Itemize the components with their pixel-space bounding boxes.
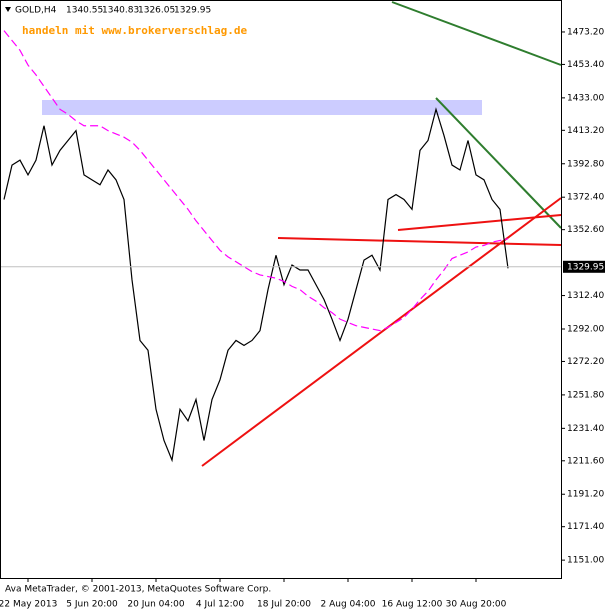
ohlc: 1326.05: [138, 6, 175, 16]
plot-border: [0, 0, 562, 579]
last-price-label: 1329.95: [567, 262, 604, 272]
trend-line: [201, 197, 562, 467]
y-tick-label: 1292.00: [567, 324, 604, 334]
y-tick-label: 1231.40: [567, 424, 604, 434]
y-tick-label: 1211.60: [567, 456, 604, 466]
trend-line: [435, 97, 562, 229]
y-tick-label: 1352.60: [567, 225, 604, 235]
x-tick-label: 16 Aug 12:00: [382, 600, 443, 610]
y-tick-label: 1473.20: [567, 27, 604, 37]
footer: Ava MetaTrader, © 2001-2013, MetaQuotes …: [5, 585, 271, 595]
y-tick-label: 1453.40: [567, 60, 604, 70]
y-tick-label: 1433.00: [567, 93, 604, 103]
x-tick-label: 18 Jul 20:00: [257, 600, 311, 610]
ohlc: 1340.55: [66, 6, 103, 16]
x-tick-label: 22 May 2013: [0, 600, 57, 610]
plot: [0, 30, 561, 463]
ohlc: 1329.95: [174, 6, 211, 16]
x-tick-label: 20 Jun 04:00: [127, 600, 184, 610]
y-tick-label: 1251.80: [567, 390, 604, 400]
ohlc: 1340.83: [102, 6, 139, 16]
price-line: [3, 107, 509, 463]
symbol: GOLD,H4: [15, 6, 57, 16]
y-tick-label: 1171.40: [567, 522, 604, 532]
price-line: [3, 30, 509, 332]
x-tick-label: 2 Aug 04:00: [321, 600, 376, 610]
x-tick-label: 30 Aug 20:00: [446, 600, 507, 610]
y-tick-label: 1372.40: [567, 193, 604, 203]
zone-rect: [42, 100, 482, 115]
y-tick-label: 1151.00: [567, 556, 604, 566]
trend-line: [397, 214, 562, 231]
y-tick-label: 1413.20: [567, 126, 604, 136]
y-tick-label: 1272.20: [567, 357, 604, 367]
y-tick-label: 1392.80: [567, 159, 604, 169]
menu-icon: [5, 7, 11, 12]
x-tick-label: 4 Jul 12:00: [196, 600, 245, 610]
y-tick-label: 1312.40: [567, 291, 604, 301]
trend-line: [391, 1, 562, 66]
y-tick-label: 1191.20: [567, 490, 604, 500]
x-tick-label: 5 Jun 20:00: [66, 600, 118, 610]
trend-line: [277, 237, 562, 246]
last-price-box: [563, 260, 605, 273]
watermark: handeln mit www.brokerverschlag.de: [22, 24, 248, 37]
